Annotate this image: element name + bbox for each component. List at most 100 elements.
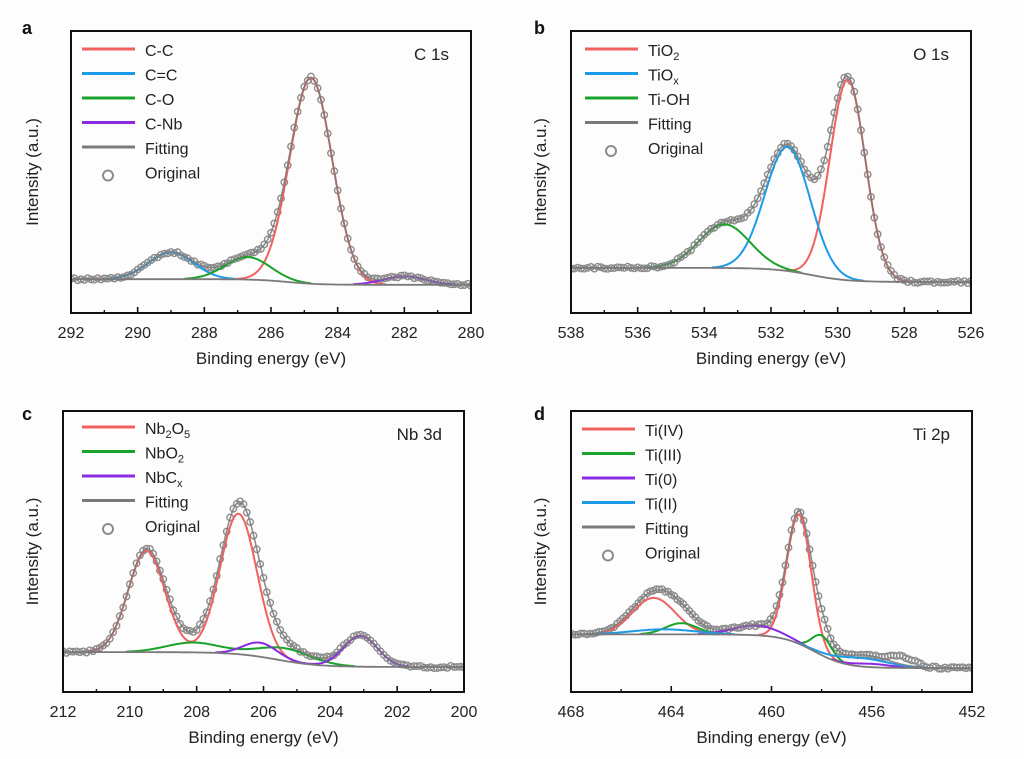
original-point xyxy=(279,631,288,640)
component-c-o xyxy=(184,256,312,285)
original-point xyxy=(757,187,765,196)
x-tick-label: 280 xyxy=(458,325,485,342)
plot-area xyxy=(71,72,471,290)
panel-d: 468 464 460 456 452 Binding energy (eV) Intens… xyxy=(531,404,985,747)
x-tick-label: 464 xyxy=(658,704,685,721)
original-point xyxy=(350,255,359,263)
legend-item: Fitting xyxy=(82,141,189,158)
panel-letter: a xyxy=(22,18,33,38)
original-point xyxy=(840,73,849,82)
fitting-line xyxy=(571,510,972,669)
baseline-line xyxy=(571,633,972,669)
original-point xyxy=(750,200,759,209)
x-tick-label: 208 xyxy=(183,704,210,721)
component-nb2o5 xyxy=(85,512,302,664)
legend-item: Original xyxy=(102,166,200,183)
panel-letter: d xyxy=(534,404,545,424)
original-point xyxy=(823,624,832,633)
legend-item: Original xyxy=(602,546,700,563)
legend-item: Fitting xyxy=(82,495,189,512)
original-point xyxy=(826,634,835,643)
original-point xyxy=(257,244,265,253)
x-tick-label: 538 xyxy=(558,325,585,342)
x-tick-label: 526 xyxy=(958,325,985,342)
plot-frame xyxy=(62,410,465,693)
legend-item: Ti-OH xyxy=(585,92,690,109)
legend-label: Original xyxy=(145,519,200,536)
x-tick-label: 200 xyxy=(451,704,478,721)
legend-item: Fitting xyxy=(585,117,692,134)
original-point xyxy=(269,609,278,618)
legend-item: Fitting xyxy=(582,521,689,538)
original-point xyxy=(913,278,922,287)
legend-label: TiOx xyxy=(648,68,679,88)
original-point xyxy=(153,253,162,262)
original-point xyxy=(829,640,838,649)
x-tick-label: 202 xyxy=(384,704,411,721)
legend-label: Fitting xyxy=(145,141,189,158)
fitting-line xyxy=(571,75,971,283)
original-point xyxy=(229,504,238,513)
y-axis-title: Intensity (a.u.) xyxy=(531,498,550,606)
y-axis-title: Intensity (a.u.) xyxy=(23,498,42,606)
panel-a: 292 290 288 286 284 282 280 Binding energy (eV)… xyxy=(22,18,484,368)
legend: TiO2 TiOx Ti-OH Fitting Original xyxy=(585,43,703,158)
x-tick-label: 286 xyxy=(258,325,285,342)
legend-item: TiO2 xyxy=(585,43,679,63)
legend-item: Ti(II) xyxy=(582,497,677,514)
legend-item: Ti(III) xyxy=(582,448,682,465)
x-tick-label: 282 xyxy=(391,325,418,342)
original-series xyxy=(571,507,972,673)
legend-label: Ti(IV) xyxy=(645,423,684,440)
original-point xyxy=(196,620,204,629)
legend-item: C=C xyxy=(82,68,177,85)
legend-label: Ti-OH xyxy=(648,92,690,109)
legend-label: Fitting xyxy=(648,117,692,134)
legend-label: C-Nb xyxy=(145,117,182,134)
x-tick-label: 210 xyxy=(116,704,143,721)
original-point xyxy=(753,194,762,203)
baseline-line xyxy=(63,651,464,668)
x-tick-label: 290 xyxy=(124,325,151,342)
x-axis-title: Binding energy (eV) xyxy=(696,728,846,747)
original-point xyxy=(710,223,719,232)
panel-letter: b xyxy=(534,18,545,38)
legend-item: C-Nb xyxy=(82,117,182,134)
legend-label: C-C xyxy=(145,43,173,60)
legend-label: C=C xyxy=(145,68,177,85)
legend: Nb2O5 NbO2 NbCx Fitting Original xyxy=(82,421,200,536)
x-tick-label: 530 xyxy=(824,325,851,342)
legend: Ti(IV) Ti(III) Ti(0) Ti(II) Fitting Original xyxy=(582,423,700,563)
fitting-line xyxy=(63,501,464,668)
legend-marker xyxy=(102,523,114,535)
component-tiox xyxy=(711,145,864,282)
panel-c: 212 210 208 206 204 202 200 Binding energy (eV)… xyxy=(22,404,477,747)
x-tick-label: 292 xyxy=(58,325,85,342)
original-point xyxy=(242,508,251,517)
panel-b: 538 536 534 532 530 528 526 Binding energy (eV)… xyxy=(531,18,984,368)
x-tick-label: 204 xyxy=(317,704,344,721)
legend-label: NbO2 xyxy=(145,446,184,466)
original-point xyxy=(820,615,829,624)
x-tick-label: 534 xyxy=(691,325,718,342)
component-ti-iv- xyxy=(590,513,841,664)
plot-area xyxy=(571,72,971,287)
legend-item: C-C xyxy=(82,43,173,60)
legend-label: Original xyxy=(645,546,700,563)
original-point xyxy=(246,518,255,526)
legend-item: Original xyxy=(605,141,703,158)
original-series xyxy=(571,72,971,287)
legend-label: TiO2 xyxy=(648,43,679,63)
x-tick-label: 528 xyxy=(891,325,918,342)
x-tick-label: 468 xyxy=(558,704,585,721)
legend-label: Ti(III) xyxy=(645,448,682,465)
x-tick-label: 456 xyxy=(858,704,885,721)
legend-label: Nb2O5 xyxy=(145,421,190,441)
legend-marker xyxy=(605,145,617,157)
region-label: Nb 3d xyxy=(397,425,442,444)
y-axis-title: Intensity (a.u.) xyxy=(531,118,550,226)
legend-label: Original xyxy=(648,141,703,158)
x-tick-label: 206 xyxy=(250,704,277,721)
legend-item: NbCx xyxy=(82,470,183,490)
legend-item: TiOx xyxy=(585,68,679,88)
